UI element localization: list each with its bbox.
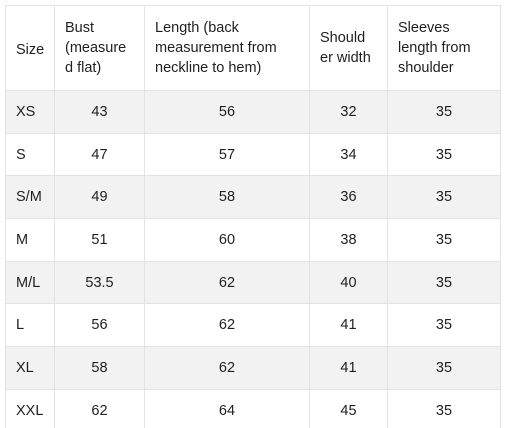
- cell-length: 60: [144, 218, 310, 262]
- cell-size: L: [5, 303, 55, 348]
- cell-shoulder-width: 34: [309, 132, 388, 177]
- cell-sleeves-length: 35: [387, 90, 501, 134]
- cell-length: 58: [144, 175, 310, 220]
- cell-bust: 49: [54, 175, 145, 220]
- cell-length: 56: [144, 90, 310, 134]
- cell-shoulder-width: 45: [309, 388, 388, 428]
- table-row: M/L 53.5 62 40 35: [5, 260, 501, 305]
- cell-size: M: [5, 218, 55, 262]
- cell-length: 62: [144, 303, 310, 348]
- cell-sleeves-length: 35: [387, 175, 501, 220]
- cell-shoulder-width: 41: [309, 346, 388, 390]
- cell-sleeves-length: 35: [387, 303, 501, 348]
- cell-sleeves-length: 35: [387, 388, 501, 428]
- cell-length: 57: [144, 132, 310, 177]
- cell-shoulder-width: 41: [309, 303, 388, 348]
- table-row: XL 58 62 41 35: [5, 346, 501, 390]
- cell-length: 62: [144, 346, 310, 390]
- table-row: M 51 60 38 35: [5, 218, 501, 262]
- header-shoulder-width: Should er width: [309, 5, 388, 91]
- table-header: Size Bust (measure d flat) Length (back m…: [5, 5, 501, 91]
- cell-bust: 43: [54, 90, 145, 134]
- header-row: Size Bust (measure d flat) Length (back m…: [5, 5, 501, 91]
- table-row: S 47 57 34 35: [5, 132, 501, 177]
- table-row: S/M 49 58 36 35: [5, 175, 501, 220]
- cell-size: S: [5, 132, 55, 177]
- cell-size: XXL: [5, 388, 55, 428]
- cell-shoulder-width: 36: [309, 175, 388, 220]
- cell-size: M/L: [5, 260, 55, 305]
- cell-shoulder-width: 40: [309, 260, 388, 305]
- header-length: Length (back measurement from neckline t…: [144, 5, 310, 91]
- cell-size: XS: [5, 90, 55, 134]
- header-size: Size: [5, 5, 55, 91]
- table-row: L 56 62 41 35: [5, 303, 501, 348]
- cell-sleeves-length: 35: [387, 346, 501, 390]
- header-sleeves-length: Sleeves length from shoulder: [387, 5, 501, 91]
- table-row: XS 43 56 32 35: [5, 90, 501, 134]
- cell-bust: 62: [54, 388, 145, 428]
- cell-bust: 56: [54, 303, 145, 348]
- cell-shoulder-width: 38: [309, 218, 388, 262]
- cell-sleeves-length: 35: [387, 260, 501, 305]
- cell-sleeves-length: 35: [387, 132, 501, 177]
- cell-sleeves-length: 35: [387, 218, 501, 262]
- cell-shoulder-width: 32: [309, 90, 388, 134]
- cell-bust: 51: [54, 218, 145, 262]
- cell-size: S/M: [5, 175, 55, 220]
- cell-length: 64: [144, 388, 310, 428]
- table-row: XXL 62 64 45 35: [5, 388, 501, 428]
- cell-bust: 53.5: [54, 260, 145, 305]
- cell-size: XL: [5, 346, 55, 390]
- cell-bust: 47: [54, 132, 145, 177]
- size-chart-table: Size Bust (measure d flat) Length (back m…: [5, 5, 501, 428]
- header-bust: Bust (measure d flat): [54, 5, 145, 91]
- cell-bust: 58: [54, 346, 145, 390]
- cell-length: 62: [144, 260, 310, 305]
- table-body: XS 43 56 32 35 S 47 57 34 35 S/M 49 58 3…: [5, 90, 501, 428]
